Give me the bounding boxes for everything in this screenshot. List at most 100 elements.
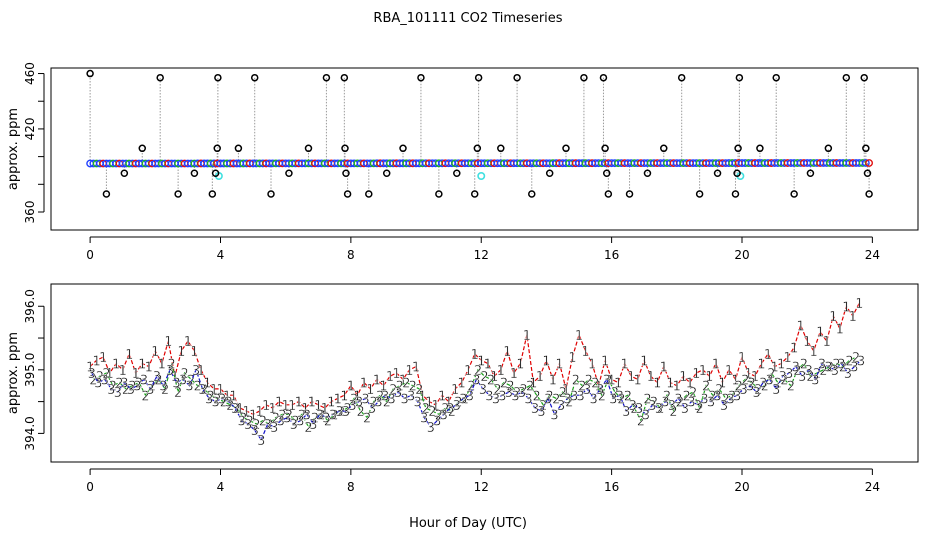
series-2-point: 2 bbox=[246, 415, 254, 430]
series-3-point: 3 bbox=[133, 380, 141, 395]
series-1-point: 1 bbox=[725, 364, 733, 379]
series-3-point: 3 bbox=[668, 399, 676, 414]
top-outlier-point bbox=[342, 169, 350, 177]
series-2-point: 2 bbox=[115, 377, 123, 392]
series-2-point: 2 bbox=[141, 389, 149, 404]
series-1-point: 1 bbox=[249, 408, 257, 423]
series-2-point: 2 bbox=[533, 389, 541, 404]
series-3-point: 3 bbox=[550, 408, 558, 423]
top-panel-data bbox=[86, 69, 874, 198]
series-1-point: 1 bbox=[405, 364, 413, 379]
series-2-point: 2 bbox=[128, 380, 136, 395]
series-1-point: 1 bbox=[216, 383, 224, 398]
top-outlier-point bbox=[341, 144, 349, 153]
series-3-point: 3 bbox=[368, 402, 376, 417]
series-1-point: 1 bbox=[288, 399, 296, 414]
series-3-point: 3 bbox=[179, 373, 187, 388]
top-outlier-point bbox=[156, 73, 164, 82]
series-3-point: 3 bbox=[603, 373, 611, 388]
series-1-point: 1 bbox=[386, 370, 394, 385]
series-2-point: 2 bbox=[526, 380, 534, 395]
series-1-point: 1 bbox=[536, 370, 544, 385]
series-2-point: 2 bbox=[233, 402, 241, 417]
series-3-point: 3 bbox=[694, 399, 702, 414]
series-1-point: 1 bbox=[210, 383, 218, 398]
top-outlier-point bbox=[234, 144, 243, 153]
series-1-point: 1 bbox=[640, 354, 648, 369]
series-2-point: 2 bbox=[337, 405, 345, 420]
bottom-y-tick-label: 396.0 bbox=[23, 289, 37, 323]
series-1-point: 1 bbox=[477, 354, 485, 369]
series-3-point: 3 bbox=[648, 399, 656, 414]
top-outlier-point bbox=[138, 144, 147, 153]
series-1-point: 1 bbox=[125, 348, 133, 363]
series-1-point: 1 bbox=[138, 357, 146, 372]
series-3-point: 3 bbox=[407, 389, 415, 404]
series-3-point: 3 bbox=[251, 424, 259, 439]
series-3-point: 3 bbox=[355, 396, 363, 411]
series-2-point: 2 bbox=[180, 367, 188, 382]
top-outlier-point bbox=[790, 190, 798, 198]
series-2-point: 2 bbox=[839, 361, 847, 376]
series-1-point: 1 bbox=[484, 357, 492, 372]
series-1-point: 1 bbox=[353, 389, 361, 404]
series-1-point: 1 bbox=[282, 399, 290, 414]
series-3-point: 3 bbox=[101, 373, 109, 388]
series-2-point: 2 bbox=[493, 383, 501, 398]
series-1-point: 1 bbox=[275, 396, 283, 411]
series-3-point: 3 bbox=[837, 357, 845, 372]
series-1-point: 1 bbox=[849, 310, 857, 325]
series-2-point: 2 bbox=[428, 405, 436, 420]
series-3-point: 3 bbox=[420, 412, 428, 427]
top-outlier-point bbox=[382, 169, 391, 177]
series-2-point: 2 bbox=[624, 389, 632, 404]
series-2-point: 2 bbox=[357, 405, 365, 420]
series-1-point: 1 bbox=[679, 370, 687, 385]
series-2-point: 2 bbox=[826, 361, 834, 376]
series-1-point: 1 bbox=[418, 389, 426, 404]
top-outlier-point bbox=[660, 144, 668, 153]
series-1-point: 1 bbox=[379, 380, 387, 395]
series-3-point: 3 bbox=[577, 389, 585, 404]
top-baseline-point bbox=[861, 159, 870, 167]
series-1-point: 1 bbox=[823, 335, 831, 350]
series-2-point: 2 bbox=[552, 392, 560, 407]
series-2-point: 2 bbox=[663, 389, 671, 404]
series-1-point: 1 bbox=[653, 377, 661, 392]
top-outlier-point bbox=[601, 144, 609, 153]
series-3-point: 3 bbox=[700, 392, 708, 407]
series-2-point: 2 bbox=[448, 405, 456, 420]
series-2-point: 2 bbox=[722, 392, 730, 407]
series-3-point: 3 bbox=[146, 383, 154, 398]
series-2-point: 2 bbox=[330, 408, 338, 423]
series-2-point: 2 bbox=[611, 386, 619, 401]
series-2: 2222222222222222222222222222222222222222… bbox=[89, 351, 860, 436]
series-2-point: 2 bbox=[285, 408, 293, 423]
series-1-point: 1 bbox=[692, 367, 700, 382]
top-outlier-point bbox=[470, 190, 479, 198]
series-3-point: 3 bbox=[498, 389, 506, 404]
series-3-point: 3 bbox=[387, 392, 395, 407]
series-1: 1111111111111111111111111111111111111111… bbox=[86, 297, 864, 424]
series-3-point: 3 bbox=[674, 392, 682, 407]
series-3-point: 3 bbox=[759, 377, 767, 392]
series-3-point: 3 bbox=[114, 386, 122, 401]
series-1-point: 1 bbox=[666, 377, 674, 392]
series-2-point: 2 bbox=[154, 373, 162, 388]
series-1-point: 1 bbox=[295, 396, 303, 411]
series-1-point: 1 bbox=[770, 361, 778, 376]
series-1-point: 1 bbox=[203, 377, 211, 392]
series-3-point: 3 bbox=[277, 415, 285, 430]
series-1-point: 1 bbox=[601, 354, 609, 369]
series-1-point: 1 bbox=[836, 323, 844, 338]
series-3-point: 3 bbox=[531, 402, 539, 417]
series-1-point: 1 bbox=[268, 402, 276, 417]
top-outlier-point bbox=[733, 169, 741, 177]
top-outlier-point bbox=[417, 73, 425, 82]
series-2-point: 2 bbox=[363, 412, 371, 427]
series-3-point: 3 bbox=[779, 370, 787, 385]
bottom-y-tick-label: 394.0 bbox=[23, 416, 37, 450]
series-1-point: 1 bbox=[751, 370, 759, 385]
bottom-x-tick-label: 16 bbox=[604, 480, 619, 494]
series-2-point: 2 bbox=[350, 392, 358, 407]
